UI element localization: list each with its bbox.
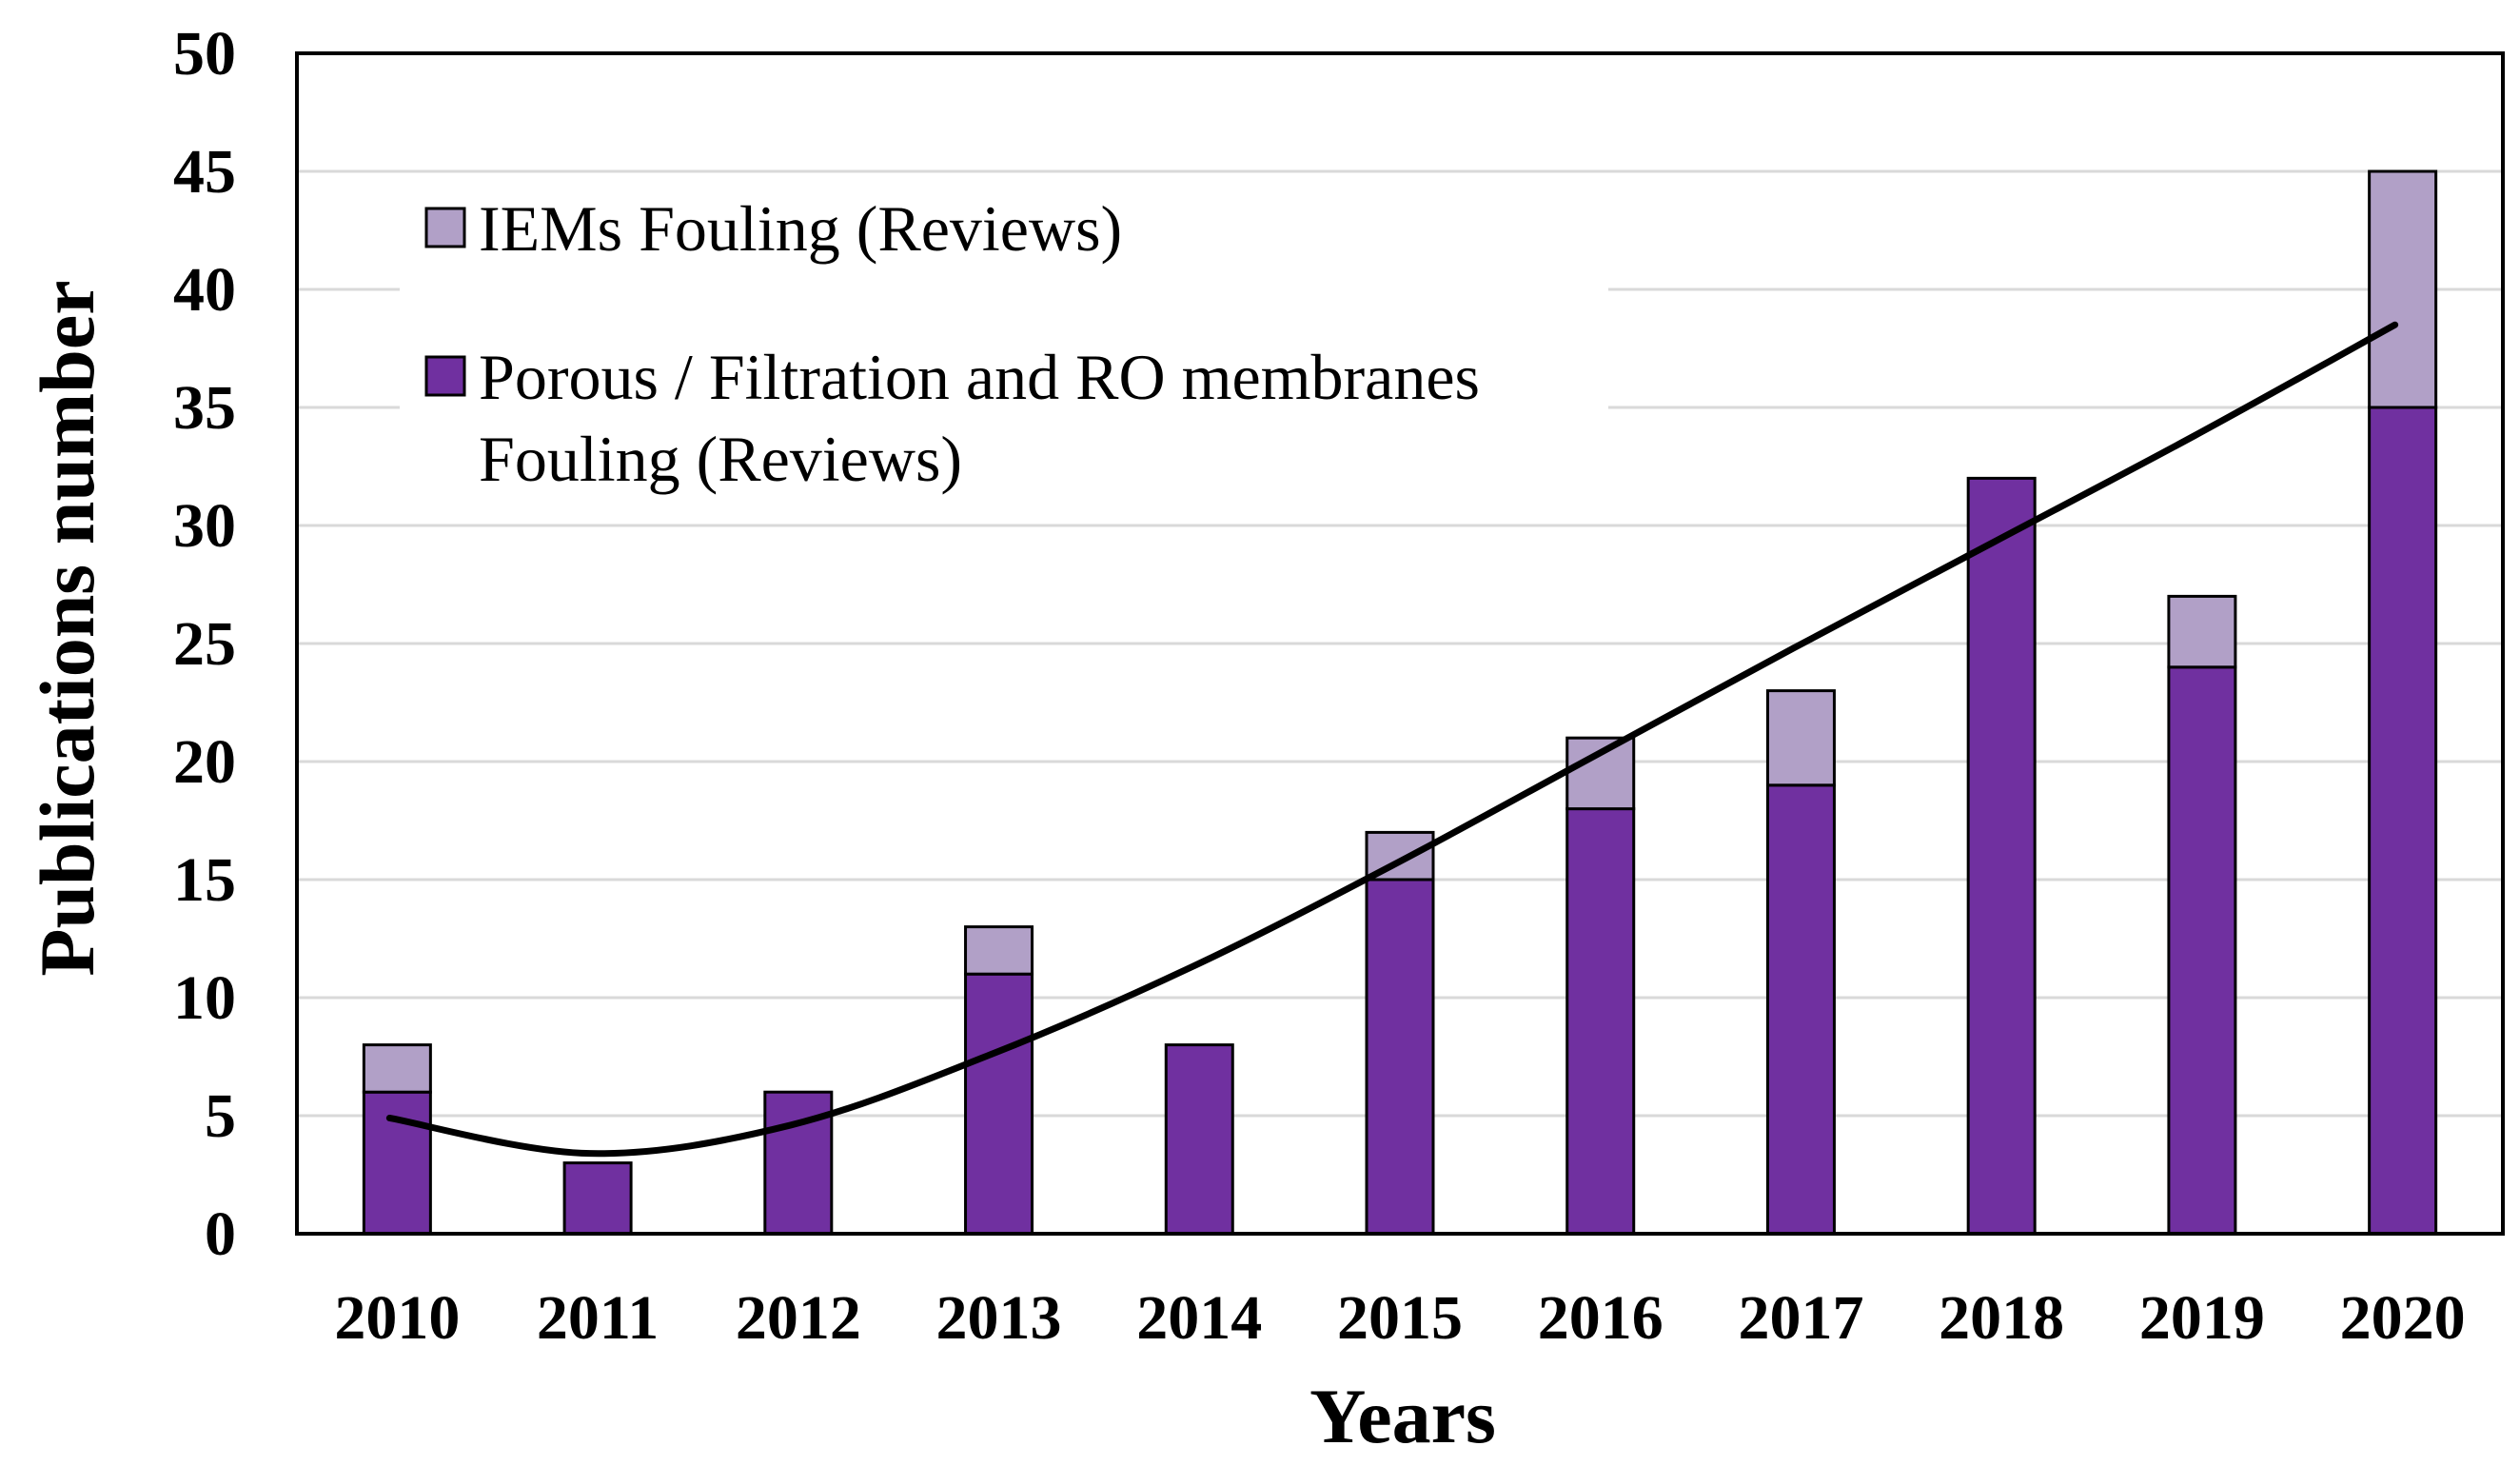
bar-iems-2010	[362, 1043, 432, 1094]
legend-swatch-porous	[424, 355, 466, 397]
bar-iems-2019	[2167, 594, 2237, 669]
x-tick-label: 2020	[2340, 1283, 2466, 1353]
legend-label-iems: IEMs Fouling (Reviews)	[479, 192, 1122, 265]
trendline	[385, 321, 2399, 1158]
y-tick-label: 25	[173, 609, 236, 679]
legend-label-porous-line1: Porous / Filtration and RO membranes	[479, 341, 1480, 413]
legend-swatch-iems	[424, 207, 466, 248]
bar-porous-2011	[562, 1161, 633, 1236]
y-tick-label: 30	[173, 491, 236, 561]
x-tick-label: 2011	[537, 1283, 659, 1353]
bar-porous-2017	[1765, 783, 1836, 1236]
x-tick-label: 2019	[2139, 1283, 2265, 1353]
bar-porous-2015	[1365, 878, 1435, 1236]
y-tick-label: 5	[205, 1081, 236, 1151]
y-tick-label: 40	[173, 255, 236, 325]
bar-porous-2014	[1164, 1043, 1234, 1236]
bar-iems-2017	[1765, 689, 1836, 787]
legend-label-porous-line2: Fouling (Reviews)	[479, 423, 962, 495]
bar-porous-2013	[964, 972, 1034, 1236]
y-tick-label: 45	[173, 137, 236, 207]
x-tick-label: 2016	[1538, 1283, 1664, 1353]
x-tick-label: 2010	[334, 1283, 460, 1353]
y-tick-label: 15	[173, 845, 236, 915]
x-tick-label: 2018	[1939, 1283, 2064, 1353]
y-tick-label: 10	[173, 963, 236, 1033]
bar-porous-2010	[362, 1090, 432, 1236]
bar-iems-2020	[2368, 169, 2438, 409]
legend-background	[400, 190, 1608, 495]
plot-area-frame	[295, 51, 2505, 1236]
y-tick-label: 50	[173, 19, 236, 89]
y-tick-label: 0	[205, 1199, 236, 1269]
y-axis-ticks: 0 5 10 15 20 25 30 35 40 45 50	[173, 19, 236, 1269]
y-tick-label: 35	[173, 373, 236, 443]
bar-porous-2016	[1565, 807, 1636, 1236]
x-tick-label: 2013	[936, 1283, 1062, 1353]
bar-iems-2016	[1565, 736, 1636, 811]
x-tick-label: 2015	[1337, 1283, 1463, 1353]
bar-porous-2019	[2167, 665, 2237, 1236]
y-tick-label: 20	[173, 727, 236, 797]
x-tick-label: 2012	[736, 1283, 861, 1353]
x-tick-label: 2014	[1136, 1283, 1262, 1353]
bar-iems-2013	[964, 925, 1034, 976]
bars	[362, 169, 2438, 1236]
bar-porous-2020	[2368, 406, 2438, 1236]
legend: IEMs Fouling (Reviews) Porous / Filtrati…	[400, 190, 1608, 495]
bar-porous-2018	[1966, 476, 2037, 1236]
x-axis-ticks: 2010 2011 2012 2013 2014 2015 2016 2017 2018 2019…	[334, 1283, 2465, 1353]
x-tick-label: 2017	[1738, 1283, 1863, 1353]
x-axis-title: Years	[1309, 1373, 1496, 1459]
y-axis-title: Publications number	[24, 280, 110, 976]
